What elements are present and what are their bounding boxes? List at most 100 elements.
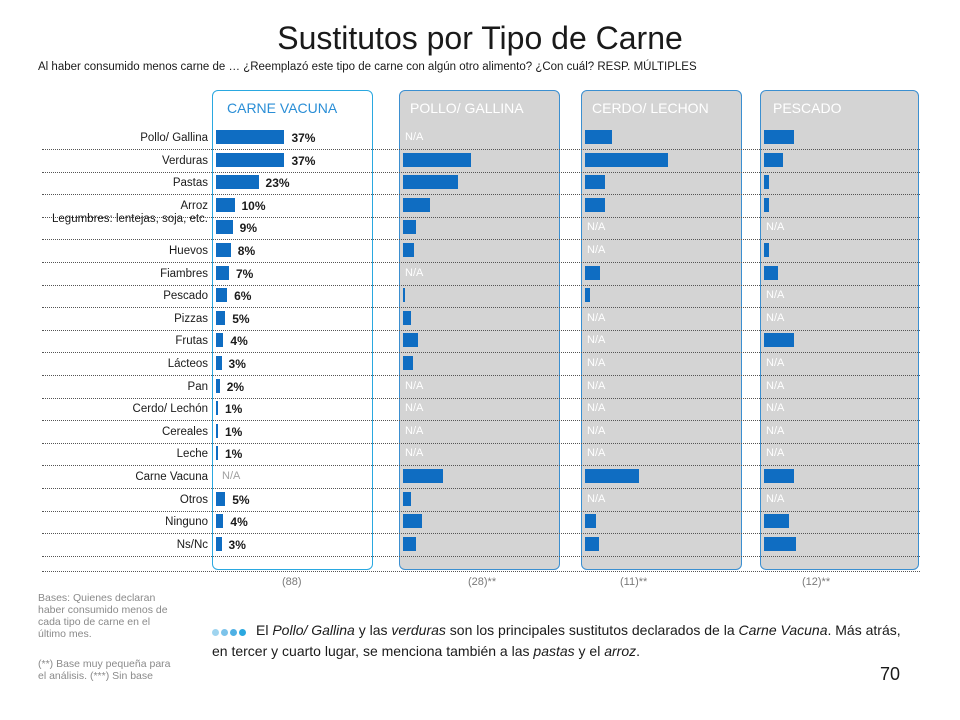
- bar: [585, 130, 612, 144]
- category-label: Pollo/ Gallina: [140, 132, 208, 144]
- summary-part: . Más atrás, en tercer y cuarto lugar, s…: [212, 622, 901, 660]
- data-label: 5%: [232, 311, 250, 326]
- chart-subtitle: Al haber consumido menos carne de … ¿Ree…: [38, 61, 697, 73]
- bar: [764, 536, 796, 551]
- row-separator: [42, 352, 920, 354]
- panel-header: PESCADO: [773, 100, 842, 116]
- bar: [403, 220, 417, 235]
- summary-part: El: [256, 622, 273, 638]
- na-label: N/A: [405, 379, 424, 392]
- category-label: Arroz: [180, 199, 208, 212]
- summary-part: .: [636, 643, 641, 660]
- data-label: 4%: [230, 515, 248, 530]
- na-label: N/A: [587, 221, 606, 234]
- row-separator: [42, 149, 920, 150]
- na-label: N/A: [587, 424, 606, 437]
- na-label: N/A: [766, 357, 785, 369]
- bar: [216, 446, 218, 461]
- bar: [403, 333, 419, 348]
- na-label: N/A: [405, 424, 424, 437]
- bar: [403, 175, 459, 190]
- category-label: Pastas: [172, 177, 208, 190]
- base-size: (12)**: [802, 576, 831, 588]
- na-label: N/A: [587, 334, 606, 347]
- na-label: N/A: [587, 311, 606, 324]
- bar: [403, 197, 430, 212]
- category-label: Cerdo/ Lechón: [132, 403, 208, 416]
- data-label: 1%: [225, 424, 243, 439]
- bullet-dots-icon: [212, 621, 248, 641]
- bar: [403, 491, 411, 506]
- na-label: N/A: [405, 266, 424, 279]
- data-label: 8%: [237, 244, 256, 258]
- bar: [585, 536, 599, 551]
- panel-header: CARNE VACUNA: [227, 100, 338, 116]
- row-separator: [42, 329, 920, 331]
- na-label: N/A: [766, 379, 785, 392]
- summary-emphasis: Carne Vacuna: [738, 622, 828, 638]
- bar: [216, 130, 285, 144]
- data-label: 9%: [239, 221, 257, 236]
- row-separator: [42, 465, 920, 467]
- category-label: Huevos: [169, 245, 208, 257]
- bar: [764, 333, 794, 348]
- category-label: Cereales: [161, 425, 208, 438]
- bar: [216, 243, 231, 257]
- bar: [216, 152, 285, 167]
- data-label: 7%: [235, 266, 254, 281]
- data-label: 37%: [291, 153, 316, 168]
- na-label: N/A: [587, 402, 606, 415]
- bar: [585, 265, 600, 280]
- bar: [216, 423, 218, 438]
- category-label: Ns/Nc: [176, 538, 208, 551]
- bar: [216, 265, 229, 280]
- category-label: Pescado: [163, 290, 208, 303]
- na-label: N/A: [405, 131, 424, 143]
- bar: [585, 197, 605, 212]
- data-label: 6%: [234, 289, 252, 304]
- summary-emphasis: Pollo/ Gallina: [272, 622, 355, 638]
- base-size: (11)**: [620, 576, 648, 588]
- bar: [585, 288, 590, 303]
- data-label: 4%: [230, 334, 248, 349]
- base-size: (88): [282, 576, 302, 588]
- chart-title: Sustitutos por Tipo de Carne: [277, 20, 683, 56]
- bar: [585, 514, 596, 529]
- bar: [216, 288, 228, 303]
- bar: [764, 243, 770, 257]
- summary-part: y el: [574, 643, 605, 660]
- category-label: Pan: [187, 380, 208, 393]
- bar: [403, 536, 417, 551]
- data-label: 3%: [228, 357, 246, 371]
- bar: [585, 469, 639, 483]
- na-label: N/A: [405, 402, 424, 415]
- bar: [403, 469, 443, 483]
- na-label: N/A: [587, 244, 606, 256]
- category-label: Otros: [179, 493, 208, 506]
- bar: [216, 197, 235, 212]
- category-label: Frutas: [175, 335, 208, 348]
- category-label: Carne Vacuna: [135, 471, 208, 483]
- panel-header: CERDO/ LECHON: [592, 100, 709, 116]
- na-label: N/A: [766, 424, 785, 437]
- summary-text: El Pollo/ Gallina y las verduras son los…: [212, 620, 912, 661]
- category-label: Pizzas: [174, 312, 208, 325]
- bar: [216, 175, 259, 190]
- bases-note: Bases: Quienes declaran haber consumido …: [38, 592, 168, 640]
- bar: [403, 356, 413, 370]
- data-label: 37%: [291, 131, 316, 145]
- na-label: N/A: [766, 289, 785, 302]
- row-separator: [42, 397, 920, 399]
- row-separator: [42, 171, 920, 173]
- bar: [585, 152, 668, 167]
- category-label: Verduras: [161, 154, 208, 167]
- row-separator: [42, 420, 920, 422]
- bar: [216, 333, 224, 348]
- category-label: Leche: [176, 448, 208, 461]
- summary-emphasis: verduras: [391, 622, 446, 638]
- data-label: 5%: [232, 492, 250, 507]
- na-label: N/A: [222, 470, 241, 482]
- bar: [216, 491, 226, 506]
- row-separator: [42, 571, 920, 572]
- data-label: 1%: [225, 447, 243, 462]
